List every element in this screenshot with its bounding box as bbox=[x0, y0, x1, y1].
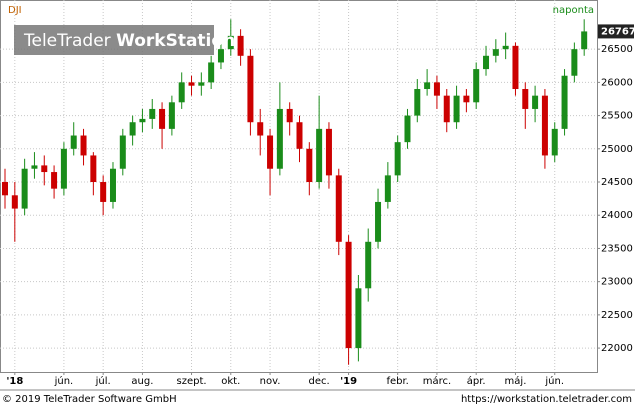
x-tick-label: nov. bbox=[260, 376, 281, 387]
y-tick-label: 22500 bbox=[601, 310, 633, 321]
y-tick-label: 22000 bbox=[601, 343, 633, 354]
last-value-label: 26767 bbox=[601, 26, 635, 37]
candle-body bbox=[512, 45, 519, 90]
x-tick-label: jún. bbox=[54, 375, 74, 387]
candle-body bbox=[522, 89, 529, 109]
y-tick-label: 25000 bbox=[601, 144, 633, 155]
candle-body bbox=[483, 55, 490, 70]
candle-body bbox=[463, 95, 470, 103]
candle-body bbox=[532, 95, 539, 109]
candle-body bbox=[178, 82, 185, 103]
y-tick-label: 26500 bbox=[601, 44, 633, 55]
x-tick-label: szept. bbox=[176, 376, 206, 387]
x-tick-label: febr. bbox=[386, 376, 408, 387]
candle-body bbox=[90, 155, 97, 183]
candle-body bbox=[335, 175, 342, 242]
x-tick-label: aug. bbox=[131, 376, 153, 387]
candle-body bbox=[51, 172, 58, 189]
candle-body bbox=[561, 75, 568, 129]
candle-body bbox=[237, 35, 244, 56]
candle-body bbox=[109, 168, 116, 202]
candle-body bbox=[306, 148, 313, 183]
candle-body bbox=[227, 35, 234, 50]
candle-body bbox=[80, 135, 87, 156]
interval-label: naponta bbox=[553, 5, 594, 16]
x-tick-label: okt. bbox=[221, 376, 240, 387]
candle-body bbox=[296, 122, 303, 149]
x-tick-label: '19 bbox=[340, 376, 357, 387]
candle-body bbox=[355, 288, 362, 349]
candle-body bbox=[375, 201, 382, 242]
candle-body bbox=[247, 55, 254, 123]
candle-body bbox=[414, 89, 421, 116]
candle-body bbox=[70, 135, 77, 149]
candle-body bbox=[424, 82, 431, 90]
watermark-brand: TeleTrader bbox=[23, 31, 111, 51]
y-tick-label: 25500 bbox=[601, 111, 633, 122]
candle-body bbox=[345, 241, 352, 349]
candle-body bbox=[551, 128, 558, 156]
y-tick-label: 24500 bbox=[601, 177, 633, 188]
candle-body bbox=[453, 95, 460, 123]
y-tick-label: 26000 bbox=[601, 77, 633, 88]
candle-body bbox=[384, 175, 391, 202]
candle-body bbox=[257, 122, 264, 136]
x-tick-label: ápr. bbox=[467, 375, 486, 387]
footer-copyright: © 2019 TeleTrader Software GmbH bbox=[2, 394, 177, 405]
candle-body bbox=[217, 49, 224, 63]
x-tick-label: jún. bbox=[544, 375, 564, 387]
y-tick-label: 23000 bbox=[601, 277, 633, 288]
candle-body bbox=[139, 118, 146, 123]
candle-body bbox=[267, 135, 274, 169]
watermark-box bbox=[14, 25, 214, 55]
y-tick-label: 23500 bbox=[601, 243, 633, 254]
candle-body bbox=[60, 148, 67, 189]
last-value-box bbox=[598, 24, 634, 39]
candle-body bbox=[286, 108, 293, 123]
candle-body bbox=[119, 135, 126, 169]
candle-body bbox=[168, 102, 175, 129]
candle-body bbox=[443, 95, 450, 123]
candle-body bbox=[276, 108, 283, 169]
candle-body bbox=[365, 241, 372, 289]
candle-body bbox=[502, 45, 509, 50]
candle-body bbox=[325, 128, 332, 176]
candle-body bbox=[404, 115, 411, 143]
x-tick-label: júl. bbox=[95, 375, 111, 387]
watermark: TeleTrader WorkStation bbox=[23, 31, 235, 51]
candle-body bbox=[31, 165, 38, 169]
candle-body bbox=[100, 182, 107, 202]
candle-body bbox=[316, 128, 323, 183]
candle-body bbox=[41, 165, 48, 173]
candle-body bbox=[149, 108, 156, 119]
candle-body bbox=[394, 142, 401, 176]
candle-body bbox=[581, 31, 588, 50]
candle-body bbox=[492, 49, 499, 56]
candle-body bbox=[473, 69, 480, 103]
footer-url: https://workstation.teletrader.com bbox=[461, 394, 632, 405]
x-tick-label: máj. bbox=[505, 375, 527, 387]
candle-body bbox=[21, 168, 28, 209]
y-tick-label: 24000 bbox=[601, 210, 633, 221]
candle-body bbox=[188, 82, 195, 86]
candle-body bbox=[541, 95, 548, 156]
candle-body bbox=[11, 195, 18, 209]
x-tick-label: dec. bbox=[309, 376, 330, 387]
x-tick-label: márc. bbox=[423, 375, 451, 387]
candle-body bbox=[433, 82, 440, 96]
candle-body bbox=[208, 62, 215, 83]
candle-body bbox=[2, 182, 8, 196]
candle-body bbox=[198, 82, 205, 86]
plot-frame bbox=[0, 0, 598, 373]
candle-body bbox=[129, 122, 136, 136]
watermark-product: WorkStation bbox=[116, 31, 235, 51]
x-tick-label: '18 bbox=[6, 376, 23, 387]
candle-body bbox=[159, 108, 166, 129]
candle-body bbox=[571, 49, 578, 76]
chart-title: DJI bbox=[8, 5, 22, 16]
